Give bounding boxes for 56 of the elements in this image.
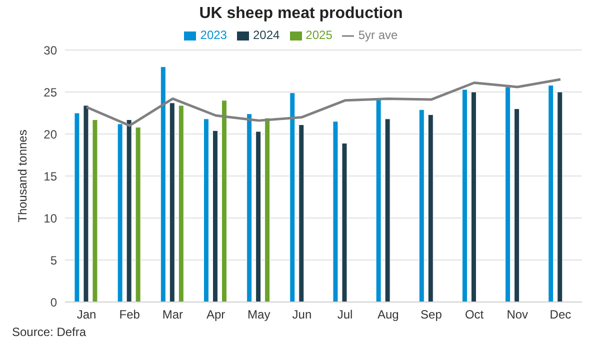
bar bbox=[246, 114, 252, 302]
bar bbox=[74, 112, 80, 302]
x-tick-label: Jan bbox=[76, 308, 96, 322]
legend-label: 2024 bbox=[252, 28, 280, 42]
bar bbox=[290, 92, 296, 302]
legend-label: 2025 bbox=[306, 28, 332, 42]
bar bbox=[462, 89, 468, 302]
bar bbox=[92, 119, 98, 302]
y-tick-label: 0 bbox=[50, 295, 58, 310]
x-tick-label: Mar bbox=[162, 308, 184, 322]
source-note: Source: Defra bbox=[12, 325, 86, 339]
y-tick-label: 10 bbox=[44, 211, 58, 226]
x-tick-label: Nov bbox=[506, 308, 528, 322]
bar bbox=[332, 121, 338, 302]
x-tick-label: Apr bbox=[206, 308, 226, 322]
bar bbox=[117, 124, 123, 302]
x-tick-label: May bbox=[248, 308, 270, 322]
y-axis-title: Thousand tonnes bbox=[15, 130, 30, 222]
bar bbox=[126, 119, 132, 302]
bar bbox=[418, 109, 424, 302]
chart-title: UK sheep meat production bbox=[198, 5, 404, 23]
legend-label: 2023 bbox=[200, 28, 227, 42]
y-tick-label: 5 bbox=[50, 253, 58, 268]
bar bbox=[135, 127, 141, 302]
legend-label: 5yr ave bbox=[358, 28, 398, 42]
y-tick-label: 25 bbox=[44, 85, 58, 100]
y-tick-label: 20 bbox=[44, 127, 58, 142]
bar bbox=[376, 99, 382, 302]
bar bbox=[264, 118, 270, 302]
bar bbox=[212, 130, 218, 302]
bar bbox=[505, 86, 511, 302]
y-tick-label: 15 bbox=[44, 169, 58, 184]
x-tick-label: Feb bbox=[119, 308, 140, 322]
bar bbox=[548, 85, 554, 302]
bar bbox=[256, 131, 262, 302]
bar bbox=[221, 100, 227, 302]
x-tick-label: Jun bbox=[292, 308, 312, 322]
bar bbox=[342, 142, 348, 302]
bar bbox=[557, 92, 563, 302]
bar bbox=[384, 118, 390, 302]
bar bbox=[298, 124, 304, 302]
bar bbox=[83, 105, 89, 302]
y-tick-label: 30 bbox=[44, 43, 58, 58]
bar bbox=[428, 114, 434, 302]
bar bbox=[178, 105, 184, 302]
bar bbox=[169, 102, 175, 302]
x-tick-label: Jul bbox=[337, 308, 353, 322]
x-tick-label: Sep bbox=[420, 308, 442, 322]
bar bbox=[514, 108, 520, 302]
line-series bbox=[85, 78, 562, 127]
x-tick-label: Oct bbox=[464, 308, 484, 322]
x-tick-label: Aug bbox=[377, 308, 399, 322]
bar bbox=[160, 66, 166, 302]
x-tick-label: Dec bbox=[550, 308, 572, 322]
bar bbox=[203, 118, 209, 302]
bar bbox=[470, 92, 476, 302]
